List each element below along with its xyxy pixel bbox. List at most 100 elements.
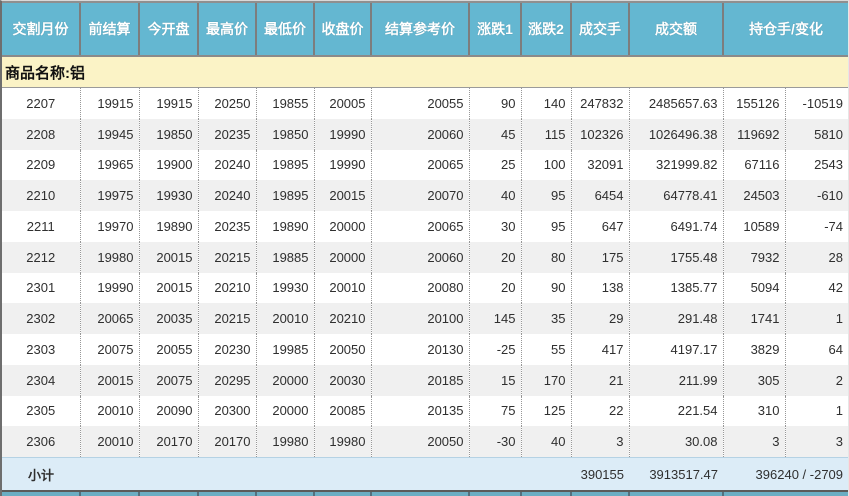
cell-high: 20295 <box>197 364 256 396</box>
cell-turnover: 1385.77 <box>628 272 723 304</box>
cell-low: 19930 <box>255 272 314 304</box>
cell-settle-ref: 20130 <box>370 334 469 365</box>
cell-oi-change: 3 <box>784 426 848 458</box>
cell-prev-settle: 19970 <box>79 211 139 242</box>
column-header-high: 最高价 <box>197 1 256 57</box>
cell-oi-change: -74 <box>784 211 848 242</box>
cell-settle-ref: 20065 <box>370 211 469 242</box>
cell-close: 20000 <box>313 241 371 273</box>
cell-open: 20035 <box>138 303 198 334</box>
cell-month: 2210 <box>2 180 80 211</box>
cell-change2: 95 <box>520 211 571 242</box>
cell-open-interest: 24503 <box>722 180 785 211</box>
cell-open-interest: 67116 <box>722 149 785 181</box>
cell-volume: 22 <box>570 395 629 427</box>
cell-open-interest: 3829 <box>722 334 785 365</box>
cell-open-interest: 10589 <box>722 211 785 242</box>
cell-volume: 138 <box>570 272 629 304</box>
cell-low: 19890 <box>255 211 314 242</box>
cell-volume: 175 <box>570 241 629 273</box>
cell-turnover: 211.99 <box>628 364 723 396</box>
cell-change1: -25 <box>468 334 521 365</box>
cell-oi-change: 5810 <box>784 118 848 150</box>
cell-high: 20235 <box>197 118 256 150</box>
cell-month: 2211 <box>26 218 55 234</box>
data-row-2209: 2209 19965 19900 20240 19895 19990 20065 25 100 3… <box>2 149 848 181</box>
cell-open: 20170 <box>138 426 198 458</box>
cell-low: 20000 <box>255 395 314 427</box>
next-header-cell <box>197 490 256 496</box>
cell-open: 20075 <box>138 364 198 396</box>
cell-volume: 21 <box>570 364 629 396</box>
cell-change2: 40 <box>520 426 571 458</box>
data-row-2305: 2305 20010 20090 20300 20000 20085 20135 75 125 2… <box>2 395 848 427</box>
cell-change2: 140 <box>520 87 571 119</box>
cell-change1: -30 <box>468 426 521 458</box>
cell-open-interest: 155126 <box>722 87 785 119</box>
cell-change1: 145 <box>468 303 521 334</box>
cell-turnover: 321999.82 <box>628 149 723 181</box>
cell-settle-ref: 20060 <box>370 118 469 150</box>
next-header-cell <box>370 490 469 496</box>
cell-prev-settle: 20010 <box>79 395 139 427</box>
cell-oi-change: 2543 <box>784 149 848 181</box>
cell-low: 19885 <box>255 241 314 273</box>
column-header-prev-settle: 前结算 <box>79 1 139 57</box>
cell-open-interest: 1741 <box>722 303 785 334</box>
cell-turnover: 6491.74 <box>628 211 723 242</box>
cell-change1: 45 <box>468 118 521 150</box>
cell-volume: 6454 <box>570 180 629 211</box>
cell-month: 2302 <box>2 303 80 334</box>
cell-volume: 3 <box>570 426 629 458</box>
cell-turnover: 221.54 <box>628 395 723 427</box>
column-header-month: 交割月份 <box>2 1 80 57</box>
data-row-2207: 2207 19915 19915 20250 19855 20005 20055 90 140 2… <box>2 87 848 119</box>
cell-month: 2209 <box>26 157 56 173</box>
cell-high: 20215 <box>197 241 256 273</box>
cell-volume: 417 <box>570 334 629 365</box>
cell-change1: 25 <box>468 149 521 181</box>
data-row-2304: 2304 20015 20075 20295 20000 20030 20185 15 170 2… <box>2 364 848 396</box>
cell-oi-change: 64 <box>784 334 848 365</box>
cell-open-interest: 310 <box>722 395 785 427</box>
data-row-2211: 2211 19970 19890 20235 19890 20000 20065 30 95 64… <box>2 211 848 242</box>
next-header-cell <box>520 490 571 496</box>
cell-change2: 80 <box>520 241 571 273</box>
cell-month: 2306 <box>2 426 80 458</box>
cell-change2: 115 <box>520 118 571 150</box>
cell-close: 19980 <box>313 426 371 458</box>
cell-low: 19850 <box>255 118 314 150</box>
subtotal-turnover: 3913517.47 <box>629 457 723 491</box>
next-header-cell <box>255 490 314 496</box>
cell-change2: 55 <box>520 334 571 365</box>
cell-close: 20210 <box>313 303 371 334</box>
cell-prev-settle: 19915 <box>79 87 139 119</box>
cell-open: 19900 <box>138 149 198 181</box>
cell-open: 20015 <box>138 241 198 273</box>
column-header-settle-ref: 结算参考价 <box>370 1 469 57</box>
cell-high: 20230 <box>197 334 256 365</box>
cell-month: 2305 <box>26 403 56 419</box>
cell-change1: 40 <box>468 180 521 211</box>
column-header-turnover: 成交额 <box>628 1 723 57</box>
cell-close: 20085 <box>313 395 371 427</box>
subtotal-volume: 390155 <box>571 457 629 491</box>
next-header-cell <box>628 490 723 496</box>
subtotal-row: 小计 390155 3913517.47 396240 / -2709 <box>2 457 848 491</box>
cell-oi-change: 28 <box>784 241 848 273</box>
data-row-2210: 2210 19975 19930 20240 19895 20015 20070 40 95 64… <box>2 180 848 211</box>
cell-oi-change: 42 <box>784 272 848 304</box>
cell-settle-ref: 20050 <box>370 426 469 458</box>
next-header-cell <box>79 490 139 496</box>
cell-high: 20235 <box>197 211 256 242</box>
cell-open-interest: 7932 <box>722 241 785 273</box>
cell-close: 20000 <box>313 211 371 242</box>
cell-change1: 15 <box>468 364 521 396</box>
product-name-row: 商品名称:铝 <box>2 56 848 88</box>
column-header-open: 今开盘 <box>138 1 198 57</box>
cell-change1: 90 <box>468 87 521 119</box>
cell-change2: 125 <box>520 395 571 427</box>
column-header-low: 最低价 <box>255 1 314 57</box>
cell-oi-change: -610 <box>784 180 848 211</box>
cell-prev-settle: 19990 <box>79 272 139 304</box>
